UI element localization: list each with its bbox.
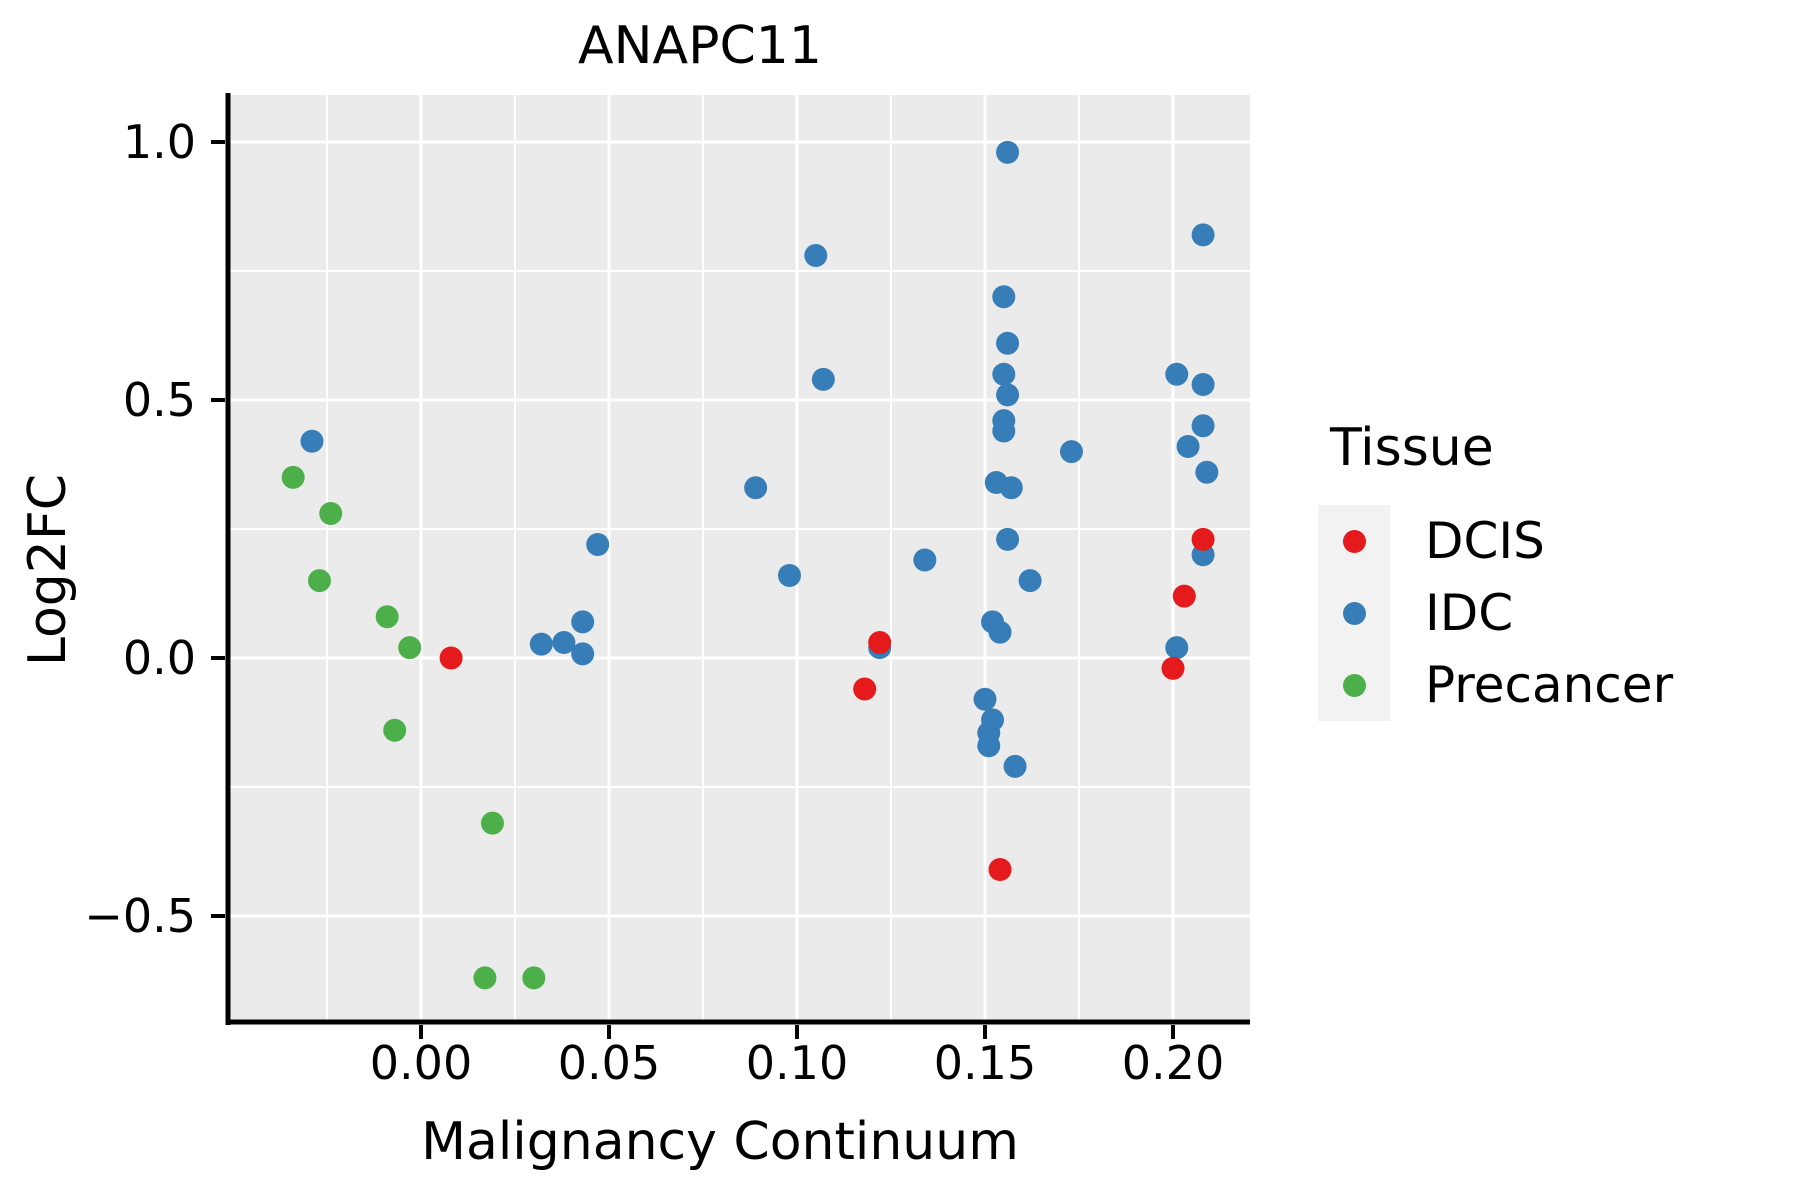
data-point-precancer — [480, 811, 504, 835]
plot-panel — [230, 95, 1250, 1020]
data-point-idc — [977, 734, 1001, 758]
x-tick-label: 0.00 — [369, 1036, 473, 1090]
data-point-idc — [529, 632, 553, 656]
data-point-idc — [1059, 440, 1083, 464]
data-point-precancer — [307, 569, 331, 593]
data-point-idc — [571, 642, 595, 666]
data-point-idc — [988, 620, 1012, 644]
data-point-idc — [777, 563, 801, 587]
data-point-idc — [1195, 460, 1219, 484]
plot-title: ANAPC11 — [578, 16, 822, 76]
data-point-idc — [992, 285, 1016, 309]
x-tick-label: 0.20 — [1121, 1036, 1225, 1090]
data-point-precancer — [375, 605, 399, 629]
legend-label-precancer: Precancer — [1425, 656, 1674, 714]
precancer-dot-icon — [1343, 674, 1366, 697]
data-point-precancer — [281, 465, 305, 489]
x-axis-title: Malignancy Continuum — [421, 1112, 1019, 1172]
data-point-dcis — [868, 631, 892, 655]
data-point-precancer — [319, 502, 343, 526]
legend-label-dcis: DCIS — [1425, 512, 1545, 570]
legend-item-precancer: Precancer — [1318, 649, 1778, 721]
idc-dot-icon — [1343, 602, 1366, 625]
y-tick-label: 0.5 — [122, 373, 196, 427]
data-point-idc — [1176, 434, 1200, 458]
data-point-idc — [552, 631, 576, 655]
legend-item-idc: IDC — [1318, 577, 1778, 649]
data-point-idc — [999, 476, 1023, 500]
y-tick-label: 0.0 — [122, 631, 196, 685]
data-point-idc — [996, 331, 1020, 355]
data-point-idc — [1191, 414, 1215, 438]
data-point-dcis — [1161, 656, 1185, 680]
data-point-precancer — [522, 966, 546, 990]
data-point-idc — [571, 610, 595, 634]
y-tick-label: 1.0 — [122, 115, 196, 169]
x-tick-label: 0.05 — [557, 1036, 661, 1090]
data-point-idc — [300, 429, 324, 453]
x-tick-label: 0.15 — [933, 1036, 1037, 1090]
data-point-idc — [804, 244, 828, 268]
legend-item-dcis: DCIS — [1318, 505, 1778, 577]
data-point-precancer — [398, 636, 422, 660]
data-point-idc — [996, 527, 1020, 551]
data-point-idc — [996, 383, 1020, 407]
data-point-idc — [992, 409, 1016, 433]
data-point-dcis — [1191, 527, 1215, 551]
data-point-dcis — [439, 646, 463, 670]
legend-label-idc: IDC — [1425, 584, 1514, 642]
legend-title: Tissue — [1330, 418, 1494, 478]
data-point-idc — [1191, 373, 1215, 397]
data-point-idc — [1165, 636, 1189, 660]
data-point-idc — [996, 140, 1020, 164]
y-tick-label: −0.5 — [84, 889, 196, 943]
data-point-dcis — [853, 677, 877, 701]
data-point-idc — [1165, 362, 1189, 386]
data-point-idc — [744, 476, 768, 500]
data-point-dcis — [1172, 584, 1196, 608]
data-point-idc — [586, 532, 610, 556]
dcis-dot-icon — [1343, 530, 1366, 553]
x-tick-label: 0.10 — [745, 1036, 849, 1090]
data-point-idc — [1018, 569, 1042, 593]
data-point-idc — [913, 548, 937, 572]
data-point-idc — [992, 362, 1016, 386]
data-point-precancer — [473, 966, 497, 990]
data-point-idc — [811, 367, 835, 391]
data-point-precancer — [383, 718, 407, 742]
data-point-idc — [973, 687, 997, 711]
data-point-dcis — [988, 858, 1012, 882]
data-point-idc — [1003, 754, 1027, 778]
data-point-idc — [1191, 223, 1215, 247]
